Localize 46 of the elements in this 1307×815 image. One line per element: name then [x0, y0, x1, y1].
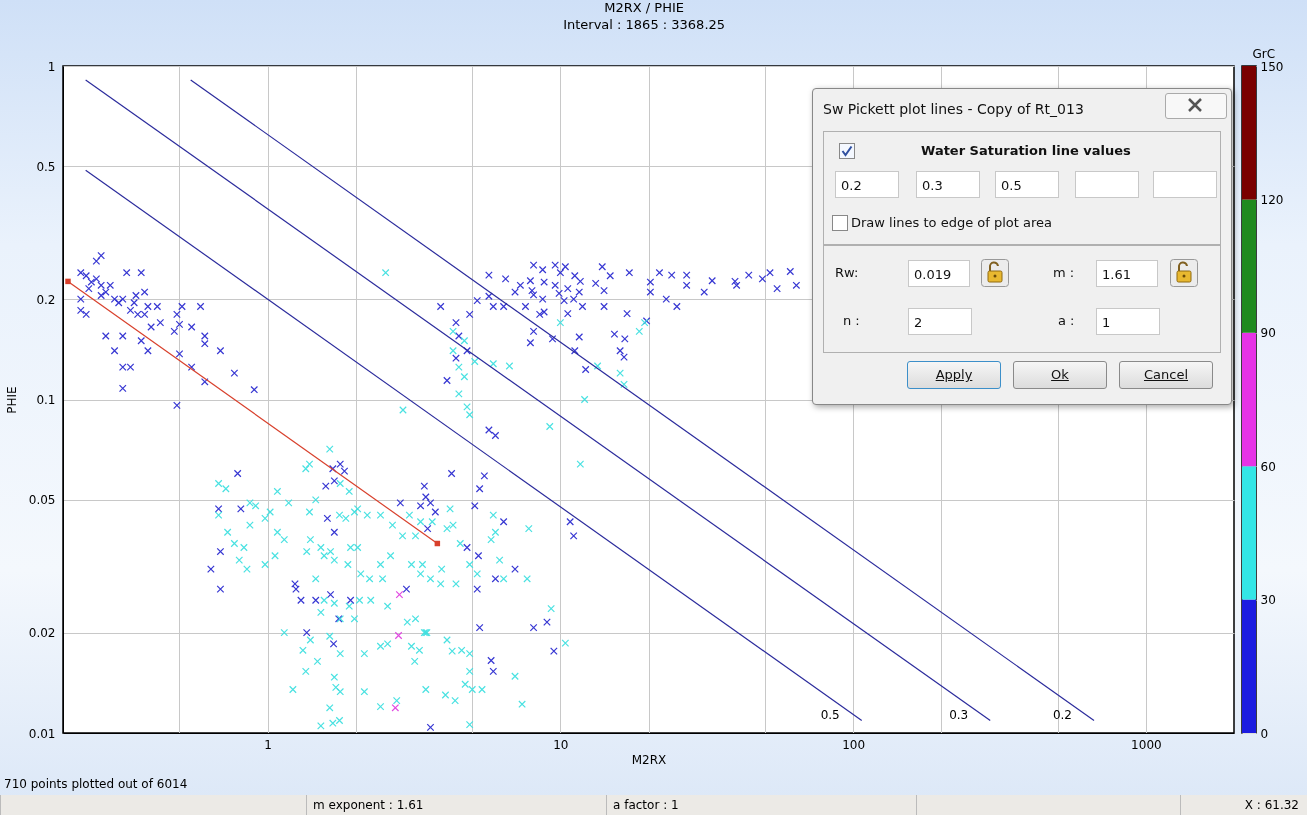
- x-tick-label: 100: [842, 737, 866, 752]
- series-label: 0.2: [1052, 707, 1072, 722]
- text-field: 1.61: [1096, 260, 1158, 287]
- button: Cancel: [1119, 361, 1213, 389]
- text: a factor : 1: [606, 795, 916, 815]
- text-field: 0.5: [995, 171, 1059, 198]
- button: Apply: [907, 361, 1001, 389]
- text: 710 points plotted out of 6014: [4, 777, 188, 791]
- annotation: m :: [1053, 265, 1075, 280]
- text: m exponent : 1.61: [306, 795, 606, 815]
- y-tick-label: 0.1: [36, 393, 56, 407]
- text-field: 1: [1096, 308, 1160, 335]
- color-bar-label: 60: [1260, 459, 1276, 474]
- color-bar-label: 0: [1260, 726, 1269, 741]
- color-bar-title: GrC: [1252, 46, 1276, 61]
- x-tick-label: 1000: [1131, 737, 1162, 752]
- button: Ok: [1013, 361, 1107, 389]
- y-tick-label: 0.01: [28, 726, 56, 741]
- annotation: n :: [843, 313, 860, 328]
- color-bar-label: 30: [1260, 593, 1276, 608]
- text-field: 0.019: [908, 260, 970, 287]
- x-tick-label: 10: [553, 737, 569, 752]
- text-field: 2: [908, 308, 972, 335]
- chart-title: M2RX / PHIE: [604, 0, 684, 16]
- y-axis-title: PHIE: [4, 386, 19, 414]
- color-bar-label: 120: [1260, 192, 1284, 207]
- annotation: a :: [1058, 313, 1075, 328]
- annotation: Sw Pickett plot lines - Copy of Rt_013: [823, 101, 1084, 117]
- color-bar-label: 90: [1260, 326, 1276, 341]
- text-field: 0.3: [916, 171, 980, 198]
- annotation: Draw lines to edge of plot area: [851, 215, 1052, 230]
- text: X : 61.32: [1180, 795, 1307, 815]
- y-tick-label: 1: [47, 59, 56, 74]
- series-label: 0.3: [949, 707, 969, 722]
- text-field: 0.2: [835, 171, 899, 198]
- x-axis-title: M2RX: [631, 752, 667, 767]
- y-tick-label: 0.5: [36, 159, 56, 174]
- y-tick-label: 0.2: [36, 292, 56, 307]
- y-tick-label: 0.05: [28, 493, 56, 508]
- series-label: 0.5: [820, 707, 840, 722]
- y-tick-label: 0.02: [28, 626, 56, 641]
- annotation: Rw:: [835, 265, 859, 280]
- x-tick-label: 1: [264, 737, 272, 752]
- color-bar-label: 150: [1260, 59, 1284, 74]
- annotation: Water Saturation line values: [921, 143, 1131, 158]
- chart-subtitle: Interval : 1865 : 3368.25: [563, 17, 726, 33]
